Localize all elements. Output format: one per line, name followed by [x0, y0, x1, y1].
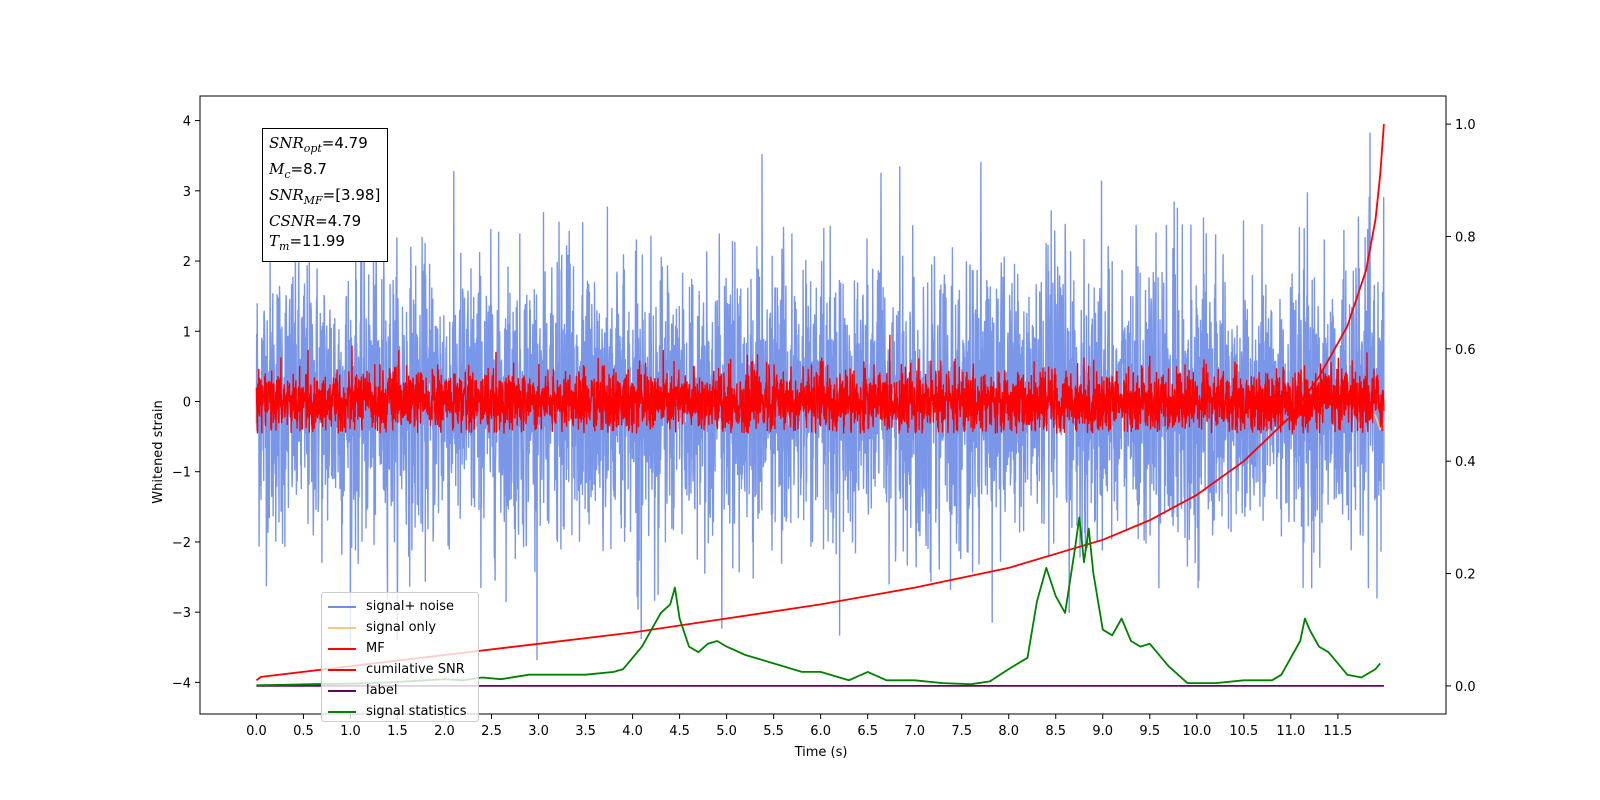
- legend-label: signal only: [366, 620, 437, 635]
- x-tick-label: 1.0: [340, 724, 361, 739]
- csnr-value: 4.79: [327, 212, 362, 230]
- y-tick-label: −2: [172, 536, 191, 551]
- y-tick-label: −1: [172, 466, 191, 481]
- y2-tick-label: 0.6: [1455, 343, 1476, 358]
- snr-opt-line: SNRopt=4.79: [269, 134, 368, 155]
- x-tick-label: 0.5: [293, 724, 314, 739]
- y-tick-label: −4: [172, 676, 191, 691]
- y2-tick-label: 0.4: [1455, 455, 1476, 470]
- x-tick-label: 8.0: [998, 724, 1019, 739]
- x-tick-label: 2.5: [481, 724, 502, 739]
- x-tick-label: 8.5: [1045, 724, 1066, 739]
- y-axis-label: Whitened strain: [151, 400, 166, 503]
- legend-swatch: [328, 668, 356, 671]
- legend-label: cumilative SNR: [366, 662, 465, 677]
- x-tick-label: 10.0: [1182, 724, 1211, 739]
- axes: 0.0 0.5 1.0 1.5 2.0 2.5 3.0 3.5 4.0 4.5 5.0 5.5 6.0 6…: [172, 95, 1476, 739]
- x-axis-label: Time (s): [794, 745, 848, 760]
- legend-item-signal-noise: signal+ noise: [328, 596, 472, 617]
- y-tick-label: 2: [183, 255, 191, 270]
- x-tick-label: 2.0: [434, 724, 455, 739]
- x-tick-label: 5.0: [716, 724, 737, 739]
- x-tick-label: 1.5: [387, 724, 408, 739]
- snr-opt-value: 4.79: [334, 134, 368, 152]
- snr-mf-line: SNRMF=[3.98]: [269, 186, 381, 207]
- y-tick-label: 0: [183, 395, 191, 410]
- legend-item-label: label: [328, 680, 472, 701]
- x-tick-label: 6.0: [810, 724, 831, 739]
- x-tick-label: 3.0: [528, 724, 549, 739]
- y-tick-label: −3: [172, 606, 191, 621]
- series-line-5: [256, 516, 1381, 687]
- legend-swatch: [328, 626, 356, 629]
- stats-annotation-box: SNRopt=4.79 Mc=8.7 SNRMF=[3.98] CSNR=4.7…: [262, 128, 388, 262]
- x-tick-label: 11.0: [1276, 724, 1305, 739]
- mc-value: 8.7: [303, 160, 327, 178]
- legend-label: label: [366, 683, 398, 698]
- legend: signal+ noise signal only MF cumilative …: [321, 592, 479, 722]
- series-line-2: [255, 334, 1385, 434]
- x-tick-label: 11.5: [1323, 724, 1352, 739]
- mc-line: Mc=8.7: [269, 160, 327, 181]
- x-tick-label: 5.5: [763, 724, 784, 739]
- x-tick-label: 9.5: [1139, 724, 1160, 739]
- y-tick-label: 4: [183, 115, 191, 130]
- y2-tick-label: 0.8: [1455, 230, 1476, 245]
- x-tick-label: 7.0: [904, 724, 925, 739]
- snr-mf-value: [3.98]: [335, 186, 381, 204]
- tm-value: 11.99: [302, 232, 345, 250]
- y2-tick-label: 0.0: [1455, 680, 1476, 695]
- x-tick-label: 0.0: [246, 724, 267, 739]
- legend-label: signal statistics: [366, 704, 467, 719]
- y2-tick-label: 0.2: [1455, 568, 1476, 583]
- y-tick-label: 3: [183, 185, 191, 200]
- csnr-line: CSNR=4.79: [269, 212, 362, 230]
- x-tick-label: 4.0: [622, 724, 643, 739]
- legend-label: signal+ noise: [366, 599, 455, 614]
- legend-swatch: [328, 605, 356, 608]
- plot-frame: [199, 95, 1447, 715]
- tm-line: Tm=11.99: [269, 232, 345, 253]
- legend-label: MF: [366, 641, 385, 656]
- x-tick-label: 6.5: [857, 724, 878, 739]
- x-tick-label: 4.5: [669, 724, 690, 739]
- x-tick-label: 7.5: [951, 724, 972, 739]
- legend-item-signal-statistics: signal statistics: [328, 701, 472, 722]
- legend-item-signal-only: signal only: [328, 617, 472, 638]
- legend-item-mf: MF: [328, 638, 472, 659]
- legend-swatch: [328, 689, 356, 692]
- x-tick-label: 9.0: [1092, 724, 1113, 739]
- y2-tick-label: 1.0: [1455, 118, 1476, 133]
- x-tick-label: 3.5: [575, 724, 596, 739]
- legend-swatch: [328, 647, 356, 650]
- legend-swatch: [328, 710, 356, 713]
- x-tick-label: 10.5: [1229, 724, 1258, 739]
- y-tick-label: 1: [183, 325, 191, 340]
- legend-item-cumulative-snr: cumilative SNR: [328, 659, 472, 680]
